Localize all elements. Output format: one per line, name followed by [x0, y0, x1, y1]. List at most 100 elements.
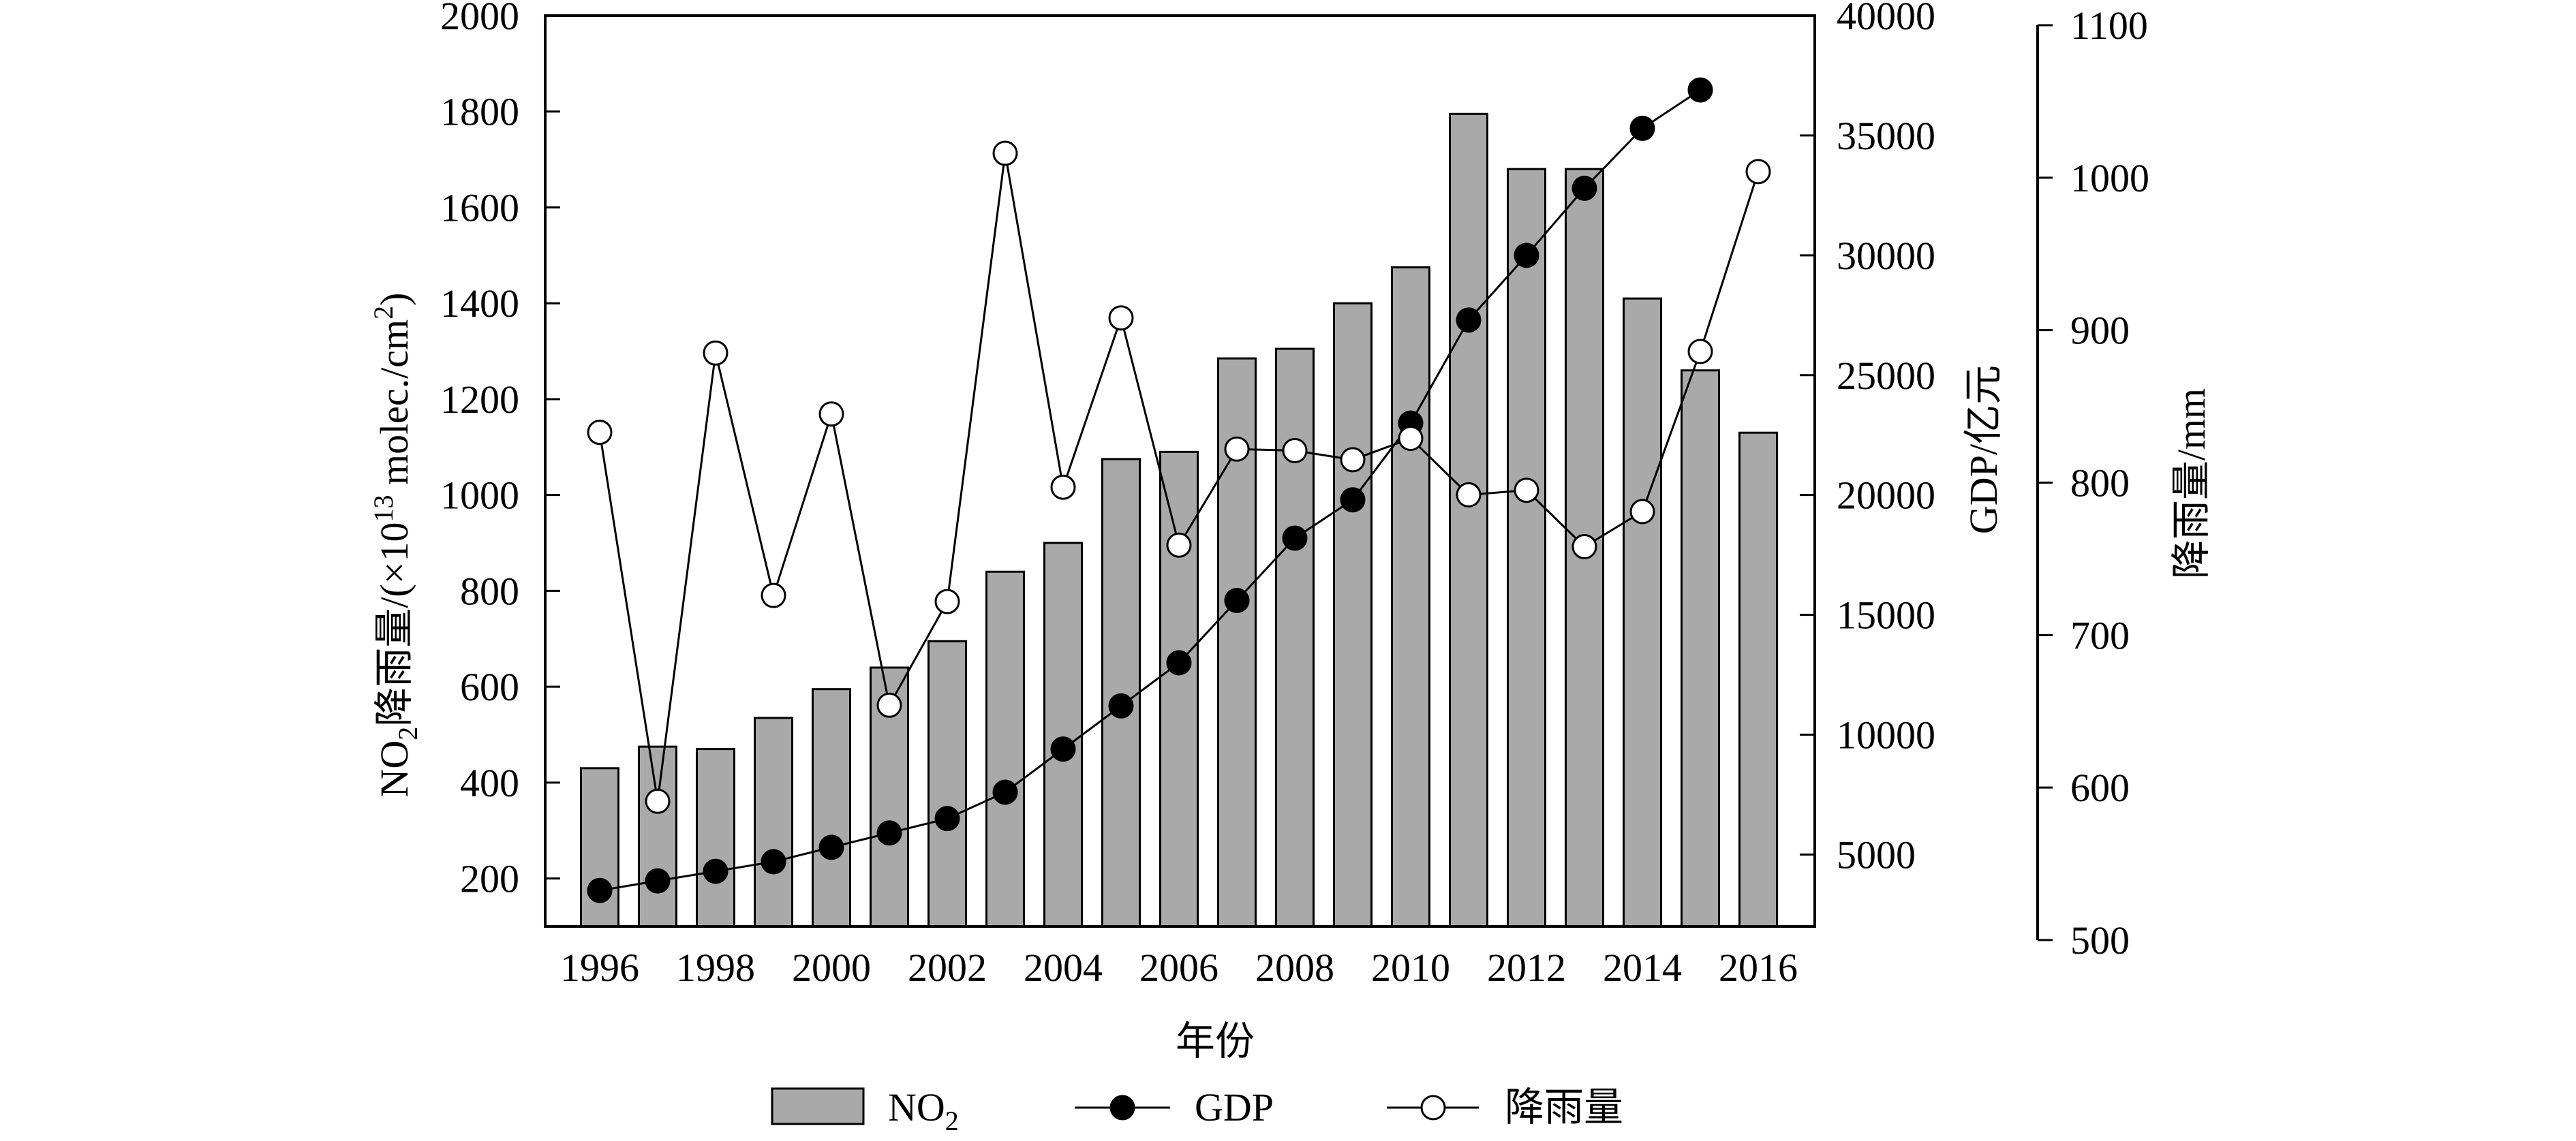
left-tick-label-600: 600 [460, 665, 519, 709]
left-tick-label-200: 200 [460, 857, 519, 901]
gdp-line-point-1999 [761, 849, 786, 875]
gdp-tick-label-5000: 5000 [1837, 832, 1916, 877]
rainfall-tick-label-500: 500 [2070, 918, 2130, 963]
gdp-tick-label-20000: 20000 [1837, 473, 1935, 518]
no2-bar-2007 [1217, 357, 1257, 928]
left-axis-title: NO2降雨量/(×1013 molec./cm2) [368, 293, 423, 798]
gdp-tick-label-15000: 15000 [1837, 593, 1935, 638]
gdp-line-point-1997 [645, 868, 671, 894]
no2-bar-2010 [1391, 266, 1430, 928]
no2-bar-2002 [927, 640, 967, 928]
no2-bar-1998 [696, 748, 735, 928]
left-tick-label-400: 400 [460, 761, 519, 805]
gdp-axis-title: GDP/亿元 [1961, 365, 2006, 534]
rainfall-tick-label-700: 700 [2070, 613, 2130, 657]
rain-line-point-2010 [1398, 426, 1424, 452]
legend: NO2 GDP 降雨量 [771, 1085, 1623, 1136]
x-tick-label-2012: 2012 [1487, 945, 1566, 990]
legend-label-no2: NO2 [888, 1085, 959, 1136]
x-tick-label-1998: 1998 [676, 945, 755, 990]
plot-border [544, 14, 1816, 928]
rainfall-tick-label-900: 900 [2070, 309, 2130, 353]
gdp-line-point-2012 [1514, 243, 1539, 268]
legend-swatch-no2 [771, 1087, 865, 1125]
gdp-line-point-1996 [587, 877, 613, 903]
x-tick-label-2006: 2006 [1139, 945, 1218, 990]
no2-bar-1999 [754, 717, 793, 928]
gdp-line-point-2014 [1629, 115, 1655, 141]
gdp-line-point-2000 [818, 834, 844, 860]
gdp-line-point-2001 [876, 820, 902, 846]
rain-line-point-2004 [1050, 474, 1076, 500]
legend-label-rainfall: 降雨量 [1505, 1085, 1623, 1129]
gdp-tick-label-40000: 40000 [1837, 0, 1935, 38]
rainfall-tick-label-600: 600 [2070, 766, 2130, 810]
legend-label-gdp: GDP [1195, 1085, 1274, 1129]
gdp-tick-label-30000: 30000 [1837, 234, 1935, 278]
x-axis-title: 年份 [1176, 1019, 1255, 1063]
axes: 200 400 600 800 1000 1200 1400 1600 1800 2000 5000… [440, 0, 2149, 990]
left-tick-label-800: 800 [460, 569, 519, 613]
rain-line-point-2008 [1282, 437, 1308, 463]
gdp-line-point-2011 [1456, 307, 1482, 333]
left-tick-label-1400: 1400 [440, 281, 519, 326]
left-tick-label-2000: 2000 [440, 0, 519, 38]
rainfall-tick-label-1000: 1000 [2070, 156, 2149, 200]
no2-bar-2015 [1681, 369, 1720, 928]
x-tick-label-2008: 2008 [1255, 945, 1334, 990]
rain-line-point-2011 [1456, 482, 1482, 507]
plot-frame [544, 14, 1816, 928]
rain-line-point-2007 [1224, 436, 1250, 462]
gdp-tick-label-35000: 35000 [1837, 114, 1935, 158]
x-tick-label-2000: 2000 [792, 945, 871, 990]
gdp-line-point-2013 [1571, 175, 1597, 201]
rain-line-point-2014 [1629, 499, 1655, 525]
rain-line-point-1996 [587, 420, 613, 446]
gdp-line-point-2015 [1687, 77, 1713, 103]
rainfall-tick-label-1100: 1100 [2070, 3, 2148, 48]
left-tick-label-1000: 1000 [440, 473, 519, 518]
rain-line-point-2012 [1514, 478, 1539, 503]
rain-line-point-1997 [645, 788, 671, 814]
rain-line-point-2003 [992, 140, 1018, 166]
no2-bar-2009 [1333, 302, 1373, 928]
rainfall-series [587, 140, 1771, 814]
no2-bar-2008 [1275, 347, 1315, 928]
rain-line-point-2002 [934, 589, 960, 614]
no2-bar-1997 [638, 745, 677, 928]
gdp-tick-label-10000: 10000 [1837, 713, 1935, 757]
rain-line-point-2016 [1745, 159, 1771, 185]
gdp-line-point-2009 [1340, 487, 1366, 513]
rain-line-point-2000 [818, 401, 844, 427]
rain-line-point-1998 [703, 340, 729, 366]
no2-bar-2004 [1043, 542, 1083, 928]
left-tick-label-1200: 1200 [440, 377, 519, 422]
gdp-line-point-2002 [934, 806, 960, 832]
rainfall-tick-label-800: 800 [2070, 461, 2130, 505]
rain-line-point-2006 [1166, 532, 1192, 558]
no2-bar-2003 [985, 570, 1025, 928]
x-tick-label-1996: 1996 [560, 945, 639, 990]
rain-line-point-2005 [1108, 305, 1134, 331]
legend-marker-rainfall [1420, 1095, 1446, 1121]
left-tick-label-1600: 1600 [440, 185, 519, 230]
gdp-line-point-2007 [1224, 587, 1250, 613]
no2-bar-2000 [812, 688, 851, 928]
gdp-series [587, 77, 1713, 903]
rain-line-point-2001 [876, 692, 902, 718]
gdp-line-point-1998 [703, 858, 729, 884]
rainfall-axis-title: 降雨量/mm [2169, 388, 2213, 579]
no2-bar-2012 [1507, 168, 1546, 928]
x-tick-label-2002: 2002 [908, 945, 987, 990]
legend-marker-gdp [1109, 1095, 1135, 1121]
x-tick-label-2016: 2016 [1719, 945, 1798, 990]
rain-line-point-2013 [1571, 534, 1597, 560]
no2-bar-2011 [1449, 112, 1488, 928]
rain-line-point-2015 [1687, 339, 1713, 364]
gdp-line-point-2006 [1166, 650, 1192, 676]
no2-bar-2014 [1623, 297, 1662, 928]
gdp-line-point-2004 [1050, 736, 1076, 762]
gdp-line-point-2003 [992, 779, 1018, 805]
x-tick-label-2004: 2004 [1024, 945, 1103, 990]
